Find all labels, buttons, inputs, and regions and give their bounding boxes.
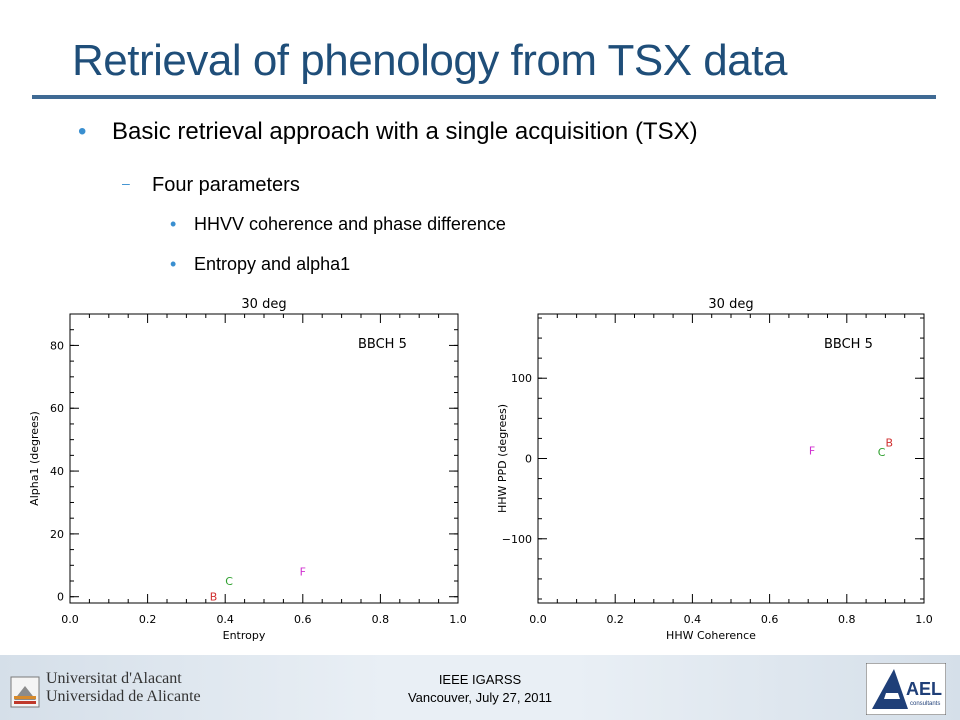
conference-name: IEEE IGARSS [438, 672, 522, 687]
university-name: Universitat d'Alacant Universidad de Ali… [46, 670, 201, 706]
bullet-level1: • Basic retrieval approach with a single … [78, 118, 698, 146]
x-tick-label: 0.8 [372, 613, 390, 626]
university-name-line2: Universidad de Alicante [46, 688, 201, 705]
university-name-line1: Universitat d'Alacant [46, 670, 182, 687]
data-point-B: B [210, 591, 218, 604]
y-tick-label: 0 [525, 453, 532, 466]
y-axis-label: HHW PPD (degrees) [496, 404, 509, 513]
bullet-text: HHVV coherence and phase difference [194, 214, 506, 234]
y-tick-label: 100 [511, 372, 532, 385]
entropy-alpha-plot: 30 deg BBCH 5 0.0 0.2 0.4 0.6 0.8 1.0 0 20 40 60 80 E… [28, 297, 467, 642]
plot-frame [69, 313, 459, 604]
bullet-text: Basic retrieval approach with a single a… [112, 118, 698, 145]
chart-title: 30 deg [708, 297, 753, 312]
x-axis-label: HHW Coherence [666, 629, 756, 642]
x-tick-label: 0.4 [216, 613, 234, 626]
x-tick-label: 1.0 [915, 613, 933, 626]
conference-info: IEEE IGARSS Vancouver, July 27, 2011 [330, 671, 630, 707]
chart-title: 30 deg [241, 297, 286, 312]
bullet-level3-entropy: • Entropy and alpha1 [170, 254, 350, 275]
data-point-F: F [300, 566, 306, 579]
x-tick-label: 0.6 [761, 613, 779, 626]
bbch-annotation: BBCH 5 [824, 337, 873, 352]
x-tick-label: 0.0 [61, 613, 79, 626]
x-tick-label: 0.4 [684, 613, 702, 626]
bullet-marker: • [170, 254, 177, 274]
y-tick-label: −100 [502, 533, 532, 546]
y-tick-label: 40 [50, 465, 64, 478]
footer-bar [0, 655, 960, 720]
x-tick-label: 0.8 [838, 613, 856, 626]
x-tick-label: 1.0 [449, 613, 467, 626]
y-axis-label: Alpha1 (degrees) [28, 411, 41, 506]
bbch-annotation: BBCH 5 [358, 337, 407, 352]
university-crest-icon [10, 676, 40, 708]
ael-logo-icon: AEL consultants [866, 663, 946, 715]
svg-text:AEL: AEL [906, 679, 942, 699]
bullet-level3-coherence: • HHVV coherence and phase difference [170, 214, 506, 235]
y-tick-label: 80 [50, 339, 64, 352]
y-tick-label: 0 [57, 591, 64, 604]
bullet-level2: – Four parameters [122, 174, 300, 197]
bullet-marker: • [170, 214, 177, 234]
slide-title: Retrieval of phenology from TSX data [72, 36, 787, 85]
title-underline [32, 95, 936, 99]
y-tick-label: 60 [50, 402, 64, 415]
bullet-text: Four parameters [152, 174, 300, 196]
x-tick-label: 0.2 [139, 613, 157, 626]
data-point-F: F [809, 444, 815, 457]
y-tick-label: 20 [50, 528, 64, 541]
data-point-B: B [885, 436, 893, 449]
x-axis-label: Entropy [223, 629, 266, 642]
x-tick-label: 0.6 [294, 613, 312, 626]
plot-frame [537, 313, 925, 604]
bullet-marker: • [78, 118, 87, 145]
data-point-C: C [878, 446, 886, 459]
dash-marker: – [122, 175, 130, 191]
svg-text:consultants: consultants [910, 701, 940, 707]
x-tick-label: 0.0 [529, 613, 547, 626]
x-tick-label: 0.2 [606, 613, 624, 626]
bullet-text: Entropy and alpha1 [194, 254, 351, 274]
data-point-C: C [225, 575, 233, 588]
coherence-ppd-plot: 30 deg BBCH 5 0.0 0.2 0.4 0.6 0.8 1.0 100 0 −100 HH… [496, 297, 933, 642]
conference-date: Vancouver, July 27, 2011 [407, 690, 553, 705]
